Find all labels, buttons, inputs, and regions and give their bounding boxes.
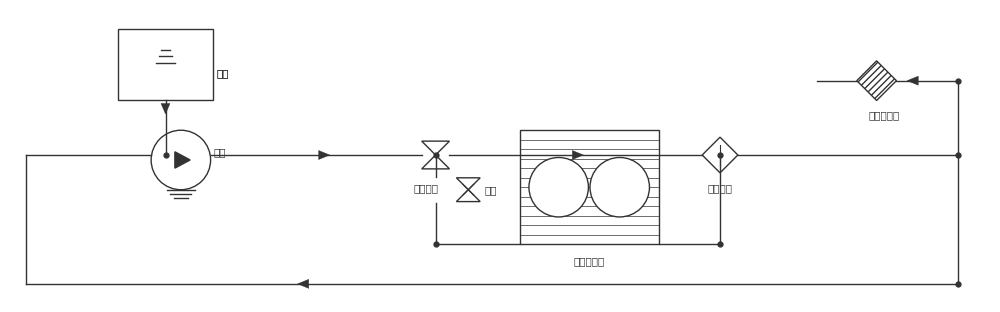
Polygon shape [161, 104, 170, 114]
Text: 水箔: 水箔 [217, 68, 229, 78]
Text: 水箔: 水箔 [217, 68, 229, 78]
Text: 氯热器组件: 氯热器组件 [574, 256, 605, 266]
Polygon shape [298, 279, 309, 288]
Text: 去离子组件: 去离子组件 [869, 110, 900, 120]
Circle shape [529, 158, 588, 217]
Polygon shape [857, 61, 896, 100]
Text: 阀件: 阀件 [484, 185, 497, 195]
Text: 水泵: 水泵 [214, 147, 226, 157]
Polygon shape [572, 150, 583, 159]
Polygon shape [907, 76, 918, 85]
Bar [520, 130, 659, 244]
Bar [118, 29, 213, 100]
Polygon shape [175, 152, 190, 168]
Text: 调温装置: 调温装置 [414, 183, 439, 193]
Text: 水器组件: 水器组件 [708, 183, 733, 193]
Polygon shape [319, 150, 330, 159]
Circle shape [590, 158, 649, 217]
